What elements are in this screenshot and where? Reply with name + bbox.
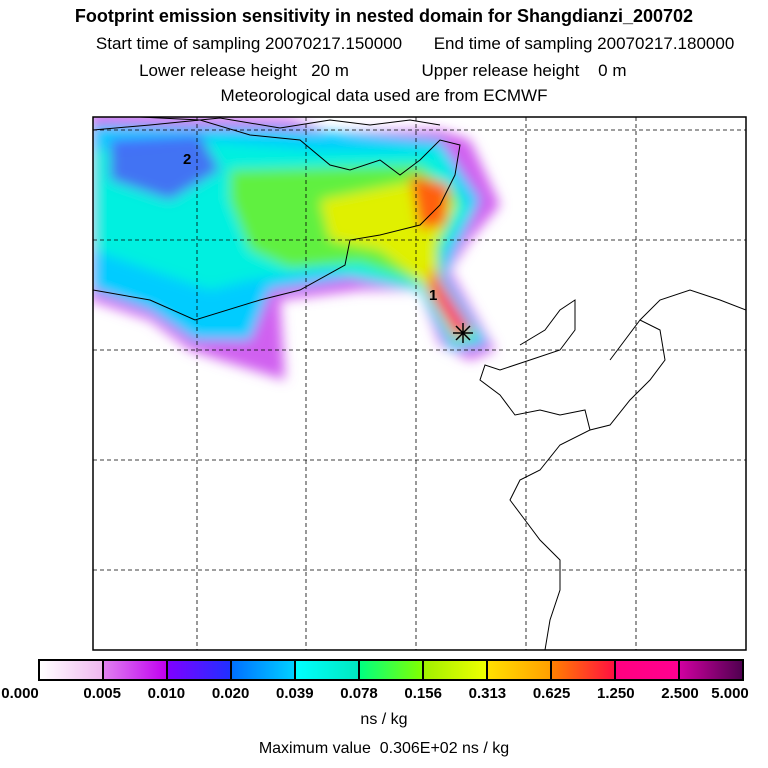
lat-lon-grid — [93, 117, 746, 650]
footprint-map: 1 2 — [92, 116, 747, 651]
colorbar-segment — [296, 661, 360, 679]
colorbar-tick-label: 0.005 — [83, 685, 121, 702]
colorbar-segment — [40, 661, 104, 679]
colorbar-segment — [424, 661, 488, 679]
colorbar-segment — [168, 661, 232, 679]
start-sampling: Start time of sampling 20070217.150000 — [95, 34, 403, 53]
receptor-star-icon — [453, 323, 473, 343]
colorbar-unit: ns / kg — [360, 711, 408, 728]
colorbar-tick-label: 0.156 — [404, 685, 442, 702]
colorbar-segment — [360, 661, 424, 679]
cluster-label-1: 1 — [429, 287, 437, 304]
upper-release-height: Upper release height 0 m — [421, 61, 627, 80]
coastlines — [93, 117, 746, 650]
colorbar-tick-label: 0.020 — [211, 685, 250, 702]
colorbar-tick-label: 0.078 — [340, 685, 378, 702]
met-data-source: Meteorological data used are from ECMWF — [220, 86, 548, 105]
end-sampling: End time of sampling 20070217.180000 — [433, 34, 735, 53]
colorbar-tick-label: 5.000 — [711, 685, 749, 702]
colorbar-segment — [232, 661, 296, 679]
colorbar-tick-label: 0.010 — [147, 685, 186, 702]
colorbar-segment — [616, 661, 680, 679]
maximum-value: Maximum value 0.306E+02 ns / kg — [258, 740, 510, 757]
colorbar-tick-label: 0.039 — [276, 685, 314, 702]
colorbar-tick-label: 2.500 — [661, 685, 699, 702]
colorbar — [38, 659, 744, 681]
lower-release-height: Lower release height 20 m — [139, 61, 349, 80]
colorbar-segment — [488, 661, 552, 679]
plot-title: Footprint emission sensitivity in nested… — [74, 6, 694, 26]
map-frame — [92, 116, 747, 651]
colorbar-tick-label: 1.250 — [597, 685, 635, 702]
footprint-field — [93, 117, 500, 380]
colorbar-segment — [680, 661, 742, 679]
cluster-label-2: 2 — [183, 151, 191, 168]
colorbar-segment — [552, 661, 616, 679]
colorbar-tick-label: 0.313 — [468, 685, 507, 702]
colorbar-segment — [104, 661, 168, 679]
colorbar-tick-label: 0.625 — [532, 685, 571, 702]
colorbar-tick-label: 0.000 — [1, 685, 39, 702]
